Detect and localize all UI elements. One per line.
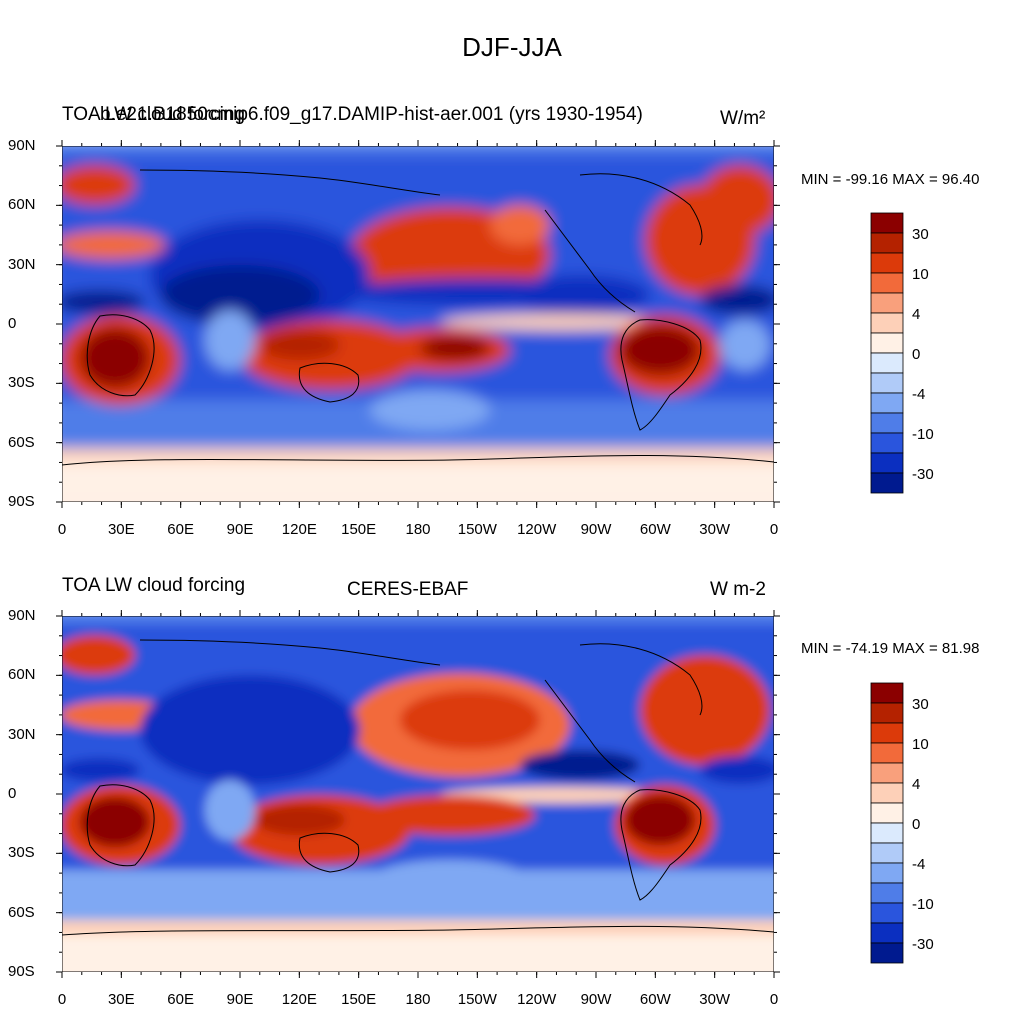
lat-tick-label: 30S (8, 374, 35, 392)
colorbar-swatch (870, 782, 904, 804)
colorbar-swatch (870, 372, 904, 394)
colorbar-swatch (870, 862, 904, 884)
colorbar-swatch (870, 882, 904, 904)
colorbar-swatch (870, 842, 904, 864)
lat-tick-label: 90N (8, 137, 36, 154)
lon-tick-label: 60E (167, 991, 194, 1008)
panel1-min-max: MIN = -99.16 MAX = 96.40 (801, 171, 980, 188)
lat-tick-label: 60N (8, 666, 36, 684)
colorbar-label: 0 (912, 346, 921, 363)
colorbar-swatch (870, 742, 904, 764)
colorbar-observation (870, 682, 904, 964)
lon-tick-label: 60W (639, 521, 671, 538)
lat-tick-label: 30N (8, 725, 36, 743)
colorbar-swatch (870, 682, 904, 704)
lon-tick-label: 120E (281, 991, 317, 1008)
colorbar-label: -30 (912, 466, 934, 483)
colorbar-swatch (870, 432, 904, 454)
lon-tick-label: 30W (699, 521, 731, 538)
lon-tick-label: 0 (57, 991, 67, 1008)
lon-tick-label: 150E (341, 521, 377, 538)
colorbar-swatch (870, 802, 904, 824)
lat-tick-label: 30S (8, 844, 35, 862)
colorbar-swatch (870, 822, 904, 844)
colorbar-swatch (870, 292, 904, 314)
lon-tick-label: 90E (226, 991, 254, 1008)
colorbar-label: 10 (912, 736, 929, 753)
colorbar-swatch (870, 252, 904, 274)
colorbar-label: 30 (912, 696, 929, 713)
colorbar-label: 4 (912, 306, 921, 323)
colorbar-swatch (870, 412, 904, 434)
panel2-min-max: MIN = -74.19 MAX = 81.98 (801, 640, 980, 657)
lon-tick-label: 60E (167, 521, 194, 538)
lon-tick-label: 30E (107, 521, 135, 538)
colorbar-swatch (870, 922, 904, 944)
model-map (62, 146, 774, 502)
colorbar-swatch (870, 452, 904, 474)
panel1-units: W/m² (720, 108, 766, 129)
colorbar-swatch (870, 232, 904, 254)
lon-tick-label: 90W (580, 521, 612, 538)
colorbar-swatch (870, 392, 904, 414)
lon-tick-label: 120W (517, 521, 557, 538)
lat-tick-label: 0 (8, 315, 17, 332)
page-title: DJF-JJA (462, 32, 562, 62)
lat-tick-label: 90S (8, 493, 35, 510)
colorbar-label: 30 (912, 226, 929, 243)
colorbar-label: -4 (912, 856, 926, 873)
lon-tick-label: 0 (769, 991, 779, 1008)
lat-tick-label: 60S (8, 433, 35, 451)
colorbar-label: -30 (912, 936, 934, 953)
lon-tick-label: 150W (457, 991, 497, 1008)
lon-tick-label: 60W (639, 991, 671, 1008)
colorbar-label: -10 (912, 896, 934, 913)
lon-tick-label: 90E (226, 521, 254, 538)
colorbar-swatch (870, 942, 904, 964)
lat-tick-label: 30N (8, 255, 36, 273)
colorbar-swatch (870, 352, 904, 374)
colorbar-model (870, 212, 904, 494)
lon-tick-label: 180 (405, 521, 431, 538)
lon-tick-label: 30W (699, 991, 731, 1008)
colorbar-label: 4 (912, 776, 921, 793)
lon-tick-label: 0 (57, 521, 67, 538)
colorbar-swatch (870, 722, 904, 744)
colorbar-label: -4 (912, 386, 926, 403)
lon-tick-label: 150E (341, 991, 377, 1008)
colorbar-label: 10 (912, 266, 929, 283)
lat-tick-label: 60S (8, 903, 35, 921)
panel2-center-title: CERES-EBAF (347, 579, 469, 600)
lon-tick-label: 30E (107, 991, 135, 1008)
lon-tick-label: 0 (769, 521, 779, 538)
colorbar-swatch (870, 212, 904, 234)
lat-tick-label: 90N (8, 607, 36, 624)
lon-tick-label: 180 (405, 991, 431, 1008)
lat-tick-label: 90S (8, 963, 35, 980)
panel2-left-title: TOA LW cloud forcing (62, 575, 246, 596)
lat-tick-label: 0 (8, 785, 17, 802)
observation-map (62, 616, 774, 972)
colorbar-swatch (870, 272, 904, 294)
colorbar-swatch (870, 902, 904, 924)
colorbar-label: 0 (912, 816, 921, 833)
colorbar-swatch (870, 762, 904, 784)
lon-tick-label: 90W (580, 991, 612, 1008)
panel1-left-title: TOA LW cloud forcing (62, 104, 246, 125)
colorbar-swatch (870, 332, 904, 354)
colorbar-swatch (870, 312, 904, 334)
lon-tick-label: 150W (457, 521, 497, 538)
colorbar-label: -10 (912, 426, 934, 443)
panel1-center-title: b.e21.B1850cmip6.f09_g17.DAMIP-hist-aer.… (100, 104, 643, 125)
colorbar-swatch (870, 472, 904, 494)
colorbar-swatch (870, 702, 904, 724)
lat-tick-label: 60N (8, 196, 36, 214)
panel2-units: W m-2 (710, 579, 766, 600)
lon-tick-label: 120W (517, 991, 557, 1008)
lon-tick-label: 120E (281, 521, 317, 538)
